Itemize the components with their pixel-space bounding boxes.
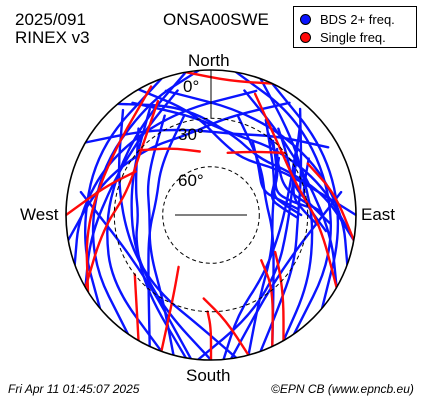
ring-label-30: 30° [178,125,204,144]
legend-marker-multi [300,13,311,25]
single-freq-track-7 [138,147,201,153]
bds-multi-freq-track-21 [164,89,349,266]
single-freq-track-10 [66,170,137,217]
footer-credit: ©EPN CB (www.epncb.eu) [271,382,414,396]
single-freq-track-12 [160,265,180,353]
bds-multi-freq-track-22 [271,139,309,208]
bds-multi-freq-track-25 [270,156,300,220]
bds-multi-freq-track-4 [197,124,302,360]
footer-timestamp: Fri Apr 11 01:45:07 2025 [8,382,140,396]
legend-entry-single: Single freq. [300,29,386,45]
direction-south-label: South [186,366,231,385]
bds-multi-freq-track-2 [117,108,238,359]
bds-multi-freq-track-33 [79,190,192,360]
bds-multi-freq-track-6 [106,71,187,353]
bds-multi-freq-track-14 [147,114,186,348]
elevation-ring-60 [162,166,260,264]
legend-label-multi: BDS 2+ freq. [320,11,395,27]
bds-multi-freq-track-17 [116,102,355,242]
bds-multi-freq-track-20 [73,89,258,266]
bds-multi-freq-track-28 [251,141,299,211]
bds-multi-freq-track-15 [236,114,275,348]
date-label: 2025/091 [15,10,86,29]
single-freq-track-13 [260,259,274,348]
bds-multi-freq-track-0 [134,127,187,359]
single-freq-track-9 [306,162,355,242]
single-freq-track-0 [206,310,213,360]
single-freq-track-4 [274,250,285,342]
legend-entry-multi: BDS 2+ freq. [300,11,395,27]
elevation-ring-30 [113,117,309,313]
single-freq-track-6 [202,297,250,357]
bds-multi-freq-track-26 [292,153,319,226]
bds-multi-freq-track-16 [137,88,356,217]
ring-label-0: 0° [183,77,200,96]
direction-west-label: West [20,205,59,224]
format-label: RINEX v3 [15,28,90,47]
direction-east-label: East [361,205,396,224]
single-freq-track-3 [253,92,338,289]
single-freq-track-11 [184,71,274,85]
bds-multi-freq-track-19 [131,101,355,242]
bds-multi-freq-track-13 [271,82,340,310]
station-title: ONSA00SWE [163,10,269,29]
legend-label-single: Single freq. [320,29,386,45]
direction-north-label: North [188,51,230,70]
chart-legend: BDS 2+ freq. Single freq. [293,6,417,48]
bds-multi-freq-track-32 [243,89,338,289]
bds-multi-freq-track-5 [259,107,303,353]
single-freq-track-5 [133,273,140,342]
ring-label-60: 60° [178,171,204,190]
single-freq-track-8 [226,150,287,155]
legend-marker-single [300,31,311,43]
